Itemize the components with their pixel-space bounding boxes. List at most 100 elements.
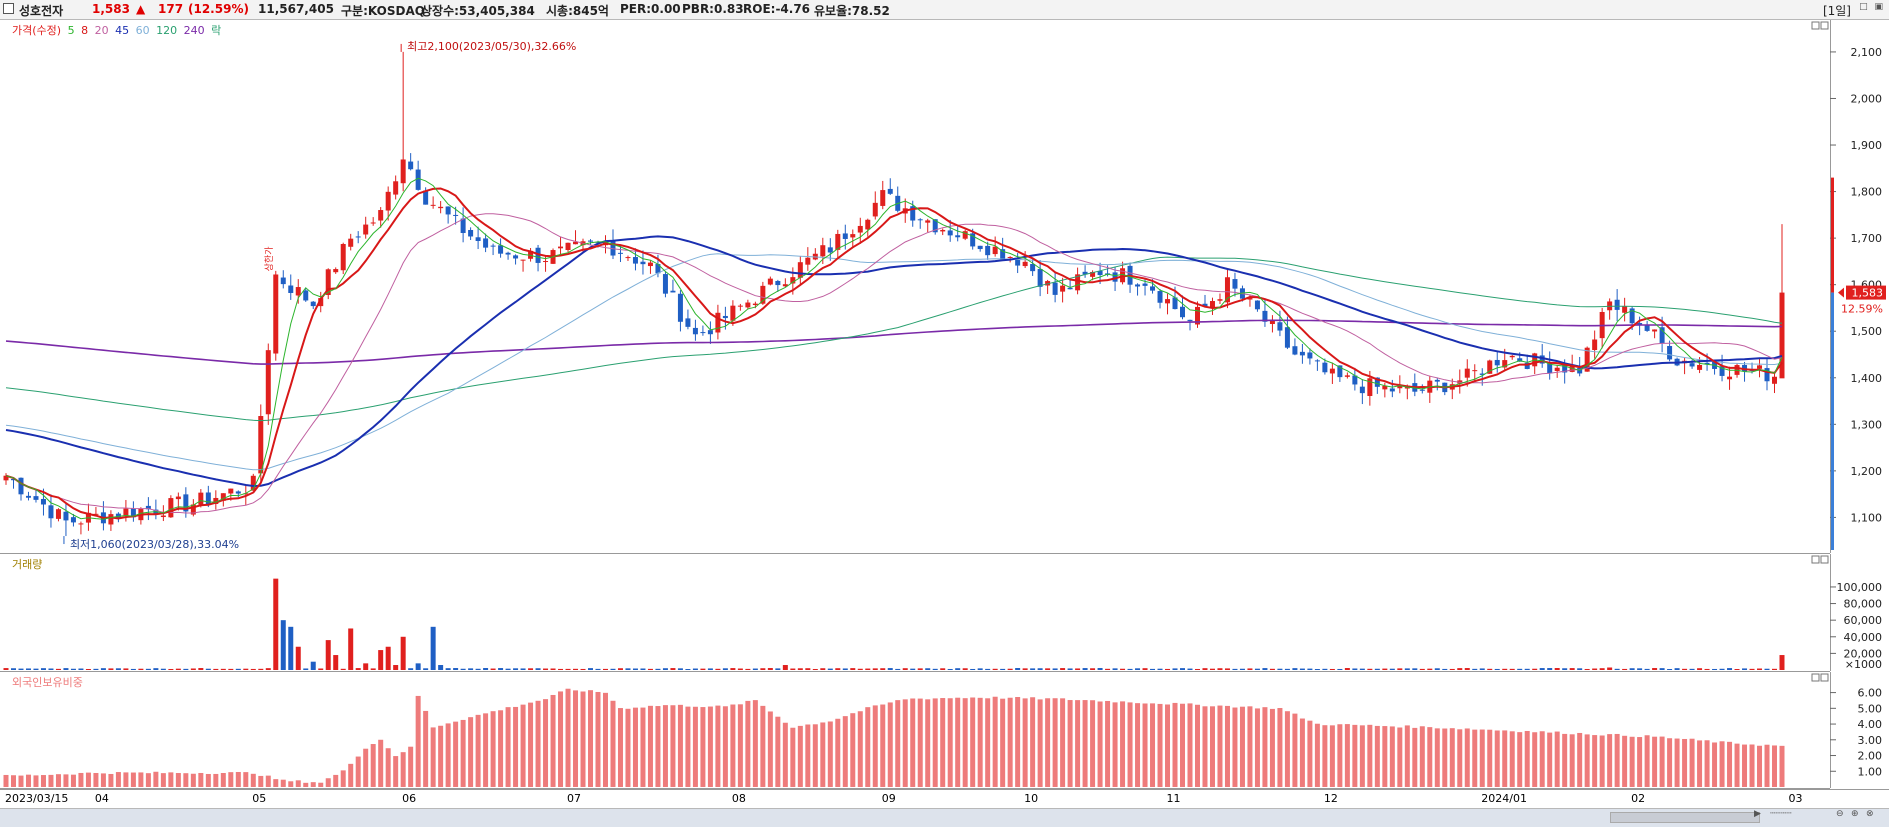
foreign-bar [992, 696, 998, 787]
foreign-bar [558, 691, 564, 787]
volume-bar [1329, 668, 1335, 670]
volume-bar [752, 668, 758, 670]
x-tick-label: 2023/03/15 [5, 792, 69, 805]
candle-body [940, 229, 946, 232]
foreign-bar [78, 772, 84, 787]
foreign-bar [1539, 731, 1545, 787]
volume-bar [1374, 668, 1380, 670]
foreign-bar [588, 690, 594, 787]
ma240-line [5, 319, 1783, 365]
zoom-in-icon[interactable]: ⊕ [1851, 809, 1859, 819]
foreign-bar [318, 782, 324, 787]
foreign-bar [1075, 700, 1081, 787]
volume-bar [198, 668, 204, 670]
volume-bar [1442, 668, 1448, 670]
volume-bar [955, 668, 961, 670]
period-selector[interactable]: [1일] [1822, 4, 1851, 18]
foreign-bar [1239, 706, 1245, 787]
candle-body [842, 233, 848, 239]
foreign-bar [130, 772, 136, 787]
foreign-bar [1547, 732, 1553, 787]
candle-body [438, 206, 444, 209]
foreign-bar [198, 772, 204, 787]
info-checkbox[interactable] [3, 3, 14, 14]
foreign-axis [1830, 672, 1889, 788]
roe-text: ROE:-4.76 [743, 2, 811, 16]
candle-body [25, 495, 31, 498]
candle-body [1314, 360, 1320, 362]
price-ytick-label: 1,700 [1851, 232, 1883, 245]
candle-body [1015, 259, 1021, 266]
volume-bar [797, 668, 803, 670]
volume-bar [1105, 668, 1111, 670]
zoom-reset-icon[interactable]: ⊗ [1866, 809, 1874, 819]
volume-bar [1712, 668, 1718, 670]
candle-body [295, 287, 301, 296]
foreign-bar [1082, 700, 1088, 787]
candle-body [1150, 286, 1156, 291]
scroll-right-icon[interactable]: ▶ [1754, 809, 1761, 819]
price-ytick-label: 1,200 [1851, 465, 1883, 478]
candle-body [430, 204, 436, 206]
price-panel[interactable]: 가격(수정) 5 8 20 45 60 120 240 락 [0, 20, 1830, 554]
foreign-bar [205, 773, 211, 787]
foreign-bar [340, 770, 346, 787]
candle-body [460, 218, 466, 234]
candle-body [415, 169, 421, 190]
float-text: 유보율:78.52 [814, 4, 890, 18]
volume-bar [408, 668, 414, 670]
candle-body [1344, 375, 1350, 377]
candle-body [1374, 377, 1380, 387]
volume-bar [1112, 668, 1118, 670]
volume-bar [887, 668, 893, 670]
price-ytick-label: 2,000 [1851, 92, 1883, 105]
volume-bar [415, 663, 421, 670]
horizontal-scrollbar[interactable] [1610, 812, 1760, 823]
foreign-bar [1599, 735, 1605, 787]
foreign-bar [1165, 704, 1171, 787]
candle-body [1322, 362, 1328, 373]
candle-body [1329, 368, 1335, 374]
foreign-bar [1292, 713, 1298, 787]
bottom-toolbar: ▶ ┄┄┄┄ ⊖ ⊕ ⊗ [0, 808, 1889, 827]
foreign-bar [1637, 737, 1643, 787]
volume-bar [1307, 668, 1313, 670]
volume-bar [483, 668, 489, 670]
candle-body [1277, 322, 1283, 331]
foreign-bar [1734, 743, 1740, 787]
foreign-bar [400, 752, 406, 787]
foreign-bar [160, 773, 166, 787]
candle-body [3, 475, 9, 481]
foreign-bar [610, 700, 616, 787]
price-ytick-label: 2,100 [1851, 46, 1883, 59]
candle-body [108, 514, 114, 525]
zoom-out-icon[interactable]: ⊖ [1836, 809, 1844, 819]
zoom-slider-icon[interactable]: ┄┄┄┄ [1770, 809, 1792, 819]
candle-body [1052, 282, 1058, 295]
candle-body [1202, 303, 1208, 307]
foreign-bar [438, 725, 444, 787]
volume-bar [1067, 668, 1073, 670]
volume-bar [48, 668, 54, 670]
volume-bar [10, 668, 16, 670]
high-annotation: 최고2,100(2023/05/30),32.66% [407, 40, 576, 53]
candle-body [1479, 373, 1485, 375]
volume-bar [1772, 668, 1778, 670]
foreign-bar [887, 702, 893, 787]
volume-bar [85, 668, 91, 670]
window-control-icons[interactable]: □ ▣ [1859, 2, 1885, 12]
foreign-bar [138, 772, 144, 787]
candle-body [1487, 360, 1493, 374]
candle-body [1217, 299, 1223, 301]
volume-bar [640, 668, 646, 670]
volume-panel[interactable]: 거래량 [0, 554, 1830, 672]
volume-bar [1082, 668, 1088, 670]
candle-body [625, 257, 631, 259]
volume-bar [1457, 668, 1463, 670]
candle-body [1779, 292, 1785, 379]
foreign-bar [1727, 741, 1733, 787]
foreign-bar [243, 772, 249, 787]
candle-body [670, 290, 676, 293]
volume-bar [760, 668, 766, 670]
